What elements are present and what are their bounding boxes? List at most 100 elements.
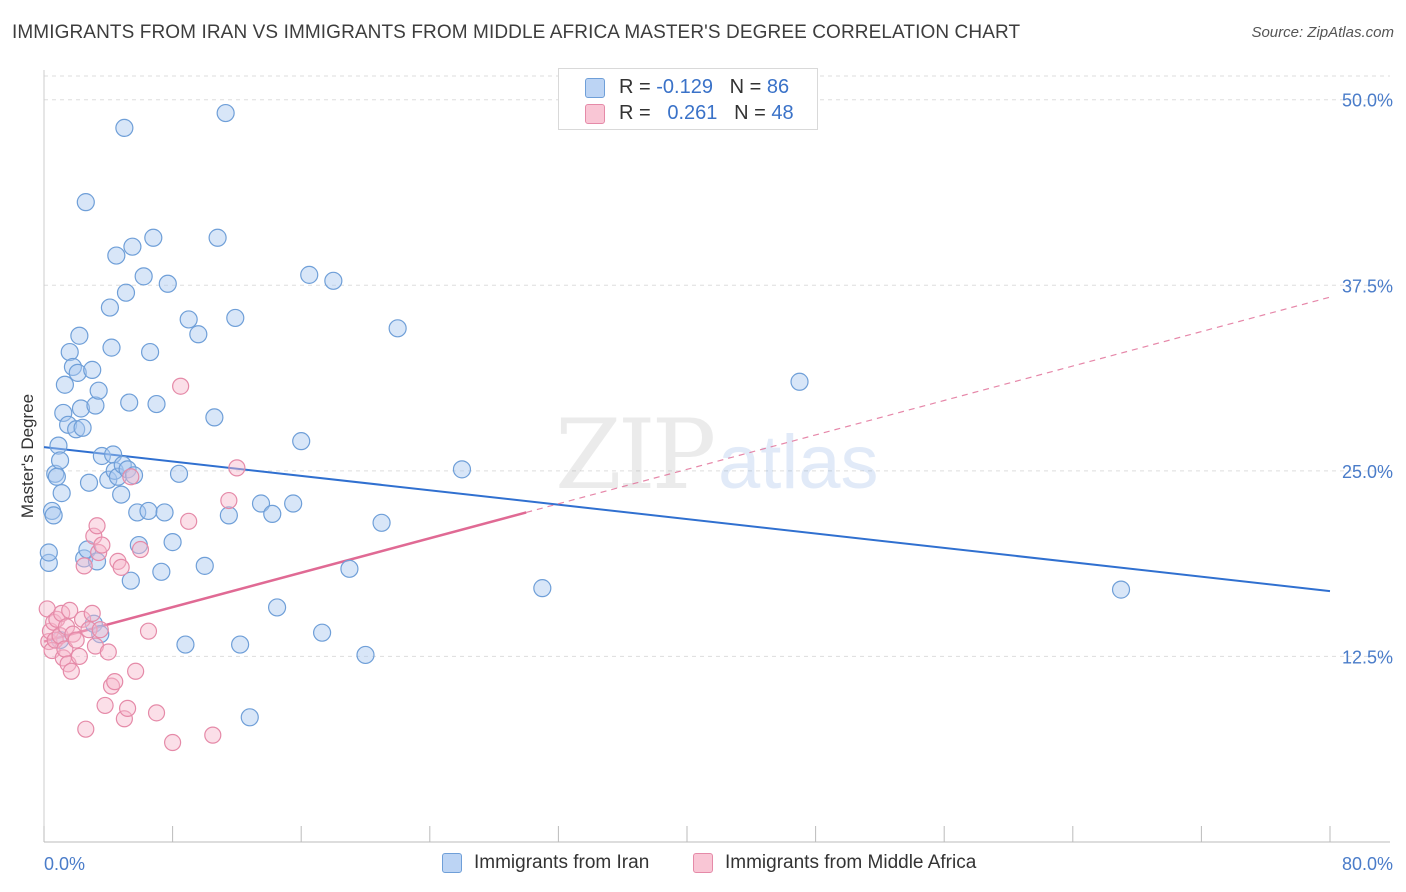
point-iran-63 bbox=[208, 228, 227, 247]
point-iran-84 bbox=[1111, 580, 1131, 599]
point-iran-64 bbox=[216, 103, 235, 123]
point-iran-31 bbox=[100, 298, 120, 317]
point-africa-30 bbox=[99, 643, 117, 661]
x-tick-labels: 0.0% 80.0% bbox=[44, 854, 1393, 874]
point-iran-54 bbox=[155, 503, 174, 522]
point-iran-74 bbox=[300, 265, 319, 284]
x-tick-label-0: 0.0% bbox=[44, 854, 85, 874]
y-tick-label-3: 50.0% bbox=[1342, 91, 1393, 111]
point-africa-13 bbox=[61, 601, 79, 620]
point-iran-50 bbox=[140, 342, 160, 362]
point-africa-36 bbox=[118, 699, 137, 717]
point-africa-39 bbox=[131, 540, 150, 559]
point-iran-83 bbox=[790, 372, 809, 391]
point-iran-42 bbox=[120, 393, 139, 412]
point-iran-66 bbox=[226, 308, 245, 328]
grid-lines bbox=[44, 75, 1390, 657]
point-iran-76 bbox=[324, 271, 343, 290]
point-africa-27 bbox=[91, 621, 109, 639]
bottom-legend-swatch-iran bbox=[442, 853, 462, 873]
point-africa-20 bbox=[77, 720, 95, 738]
point-africa-32 bbox=[106, 673, 124, 691]
point-africa-37 bbox=[122, 468, 140, 486]
point-iran-8 bbox=[52, 484, 71, 503]
point-iran-4 bbox=[46, 464, 65, 483]
y-tick-label-2: 37.5% bbox=[1342, 276, 1393, 296]
point-iran-61 bbox=[195, 556, 214, 575]
point-africa-18 bbox=[73, 610, 92, 628]
point-iran-6 bbox=[49, 436, 68, 455]
point-iran-49 bbox=[139, 501, 158, 521]
point-iran-32 bbox=[102, 338, 121, 357]
point-africa-40 bbox=[139, 622, 158, 640]
point-iran-67 bbox=[231, 635, 250, 654]
point-africa-29 bbox=[96, 696, 114, 715]
point-iran-14 bbox=[67, 420, 86, 439]
data-points bbox=[38, 103, 1131, 752]
point-iran-48 bbox=[134, 267, 153, 286]
point-africa-43 bbox=[172, 377, 190, 395]
point-iran-75 bbox=[312, 623, 332, 642]
point-iran-80 bbox=[388, 319, 407, 338]
watermark-zip: ZIP bbox=[555, 399, 714, 511]
trend-lines bbox=[43, 296, 1331, 643]
legend-africa-n-value: 48 bbox=[771, 102, 794, 124]
legend-africa-r-label: R = bbox=[619, 102, 651, 124]
y-tick-label-1: 25.0% bbox=[1342, 462, 1393, 482]
legend-iran-n-value: 86 bbox=[766, 76, 790, 98]
point-iran-69 bbox=[251, 494, 271, 513]
point-iran-37 bbox=[112, 485, 131, 504]
point-africa-38 bbox=[127, 662, 145, 680]
point-iran-12 bbox=[60, 342, 79, 362]
source-label: Source: ZipAtlas.com bbox=[1251, 24, 1394, 41]
point-iran-39 bbox=[115, 118, 134, 138]
point-iran-72 bbox=[284, 494, 303, 513]
point-iran-79 bbox=[372, 513, 391, 532]
point-africa-19 bbox=[75, 557, 93, 575]
point-iran-53 bbox=[152, 562, 171, 581]
correlation-legend: R = -0.129 N = 86 R = 0.261 N = 48 bbox=[558, 68, 818, 130]
point-iran-10 bbox=[55, 375, 74, 394]
point-iran-68 bbox=[240, 708, 259, 727]
point-iran-55 bbox=[158, 274, 177, 293]
point-africa-34 bbox=[112, 558, 130, 576]
point-iran-78 bbox=[356, 645, 375, 665]
point-africa-17 bbox=[70, 647, 88, 666]
point-africa-25 bbox=[88, 517, 106, 535]
point-africa-46 bbox=[220, 491, 238, 510]
point-iran-82 bbox=[533, 579, 552, 598]
chart-title: IMMIGRANTS FROM IRAN VS IMMIGRANTS FROM … bbox=[12, 22, 1021, 43]
point-iran-25 bbox=[86, 396, 105, 415]
trend-line-africa-extension bbox=[526, 296, 1331, 513]
point-iran-56 bbox=[163, 533, 182, 552]
point-iran-36 bbox=[108, 467, 128, 486]
point-iran-20 bbox=[76, 193, 95, 212]
point-iran-73 bbox=[292, 432, 311, 451]
legend-africa-n-label: N = bbox=[734, 102, 766, 124]
legend-swatch-iran bbox=[585, 78, 605, 98]
legend-iran-r-label: R = bbox=[619, 76, 651, 98]
point-iran-17 bbox=[71, 399, 91, 418]
point-iran-23 bbox=[83, 360, 102, 379]
trend-line-iran bbox=[43, 446, 1331, 593]
point-africa-35 bbox=[115, 710, 133, 728]
point-iran-60 bbox=[189, 325, 208, 344]
bottom-legend-label-africa: Immigrants from Middle Africa bbox=[725, 852, 977, 873]
point-iran-5 bbox=[47, 467, 66, 486]
point-africa-28 bbox=[93, 536, 111, 554]
point-iran-15 bbox=[68, 363, 87, 382]
point-iran-81 bbox=[452, 460, 472, 479]
point-africa-44 bbox=[180, 512, 198, 530]
point-iran-70 bbox=[263, 504, 282, 524]
point-iran-58 bbox=[176, 635, 195, 654]
legend-swatch-africa bbox=[585, 104, 605, 124]
trend-line-africa bbox=[43, 511, 527, 643]
legend-iran-r-value: -0.129 bbox=[656, 76, 713, 98]
point-iran-13 bbox=[63, 357, 83, 377]
point-iran-40 bbox=[116, 283, 136, 302]
point-iran-9 bbox=[54, 403, 73, 423]
bottom-legend-swatch-africa bbox=[693, 853, 713, 873]
point-africa-47 bbox=[228, 459, 246, 477]
point-iran-22 bbox=[79, 473, 99, 492]
